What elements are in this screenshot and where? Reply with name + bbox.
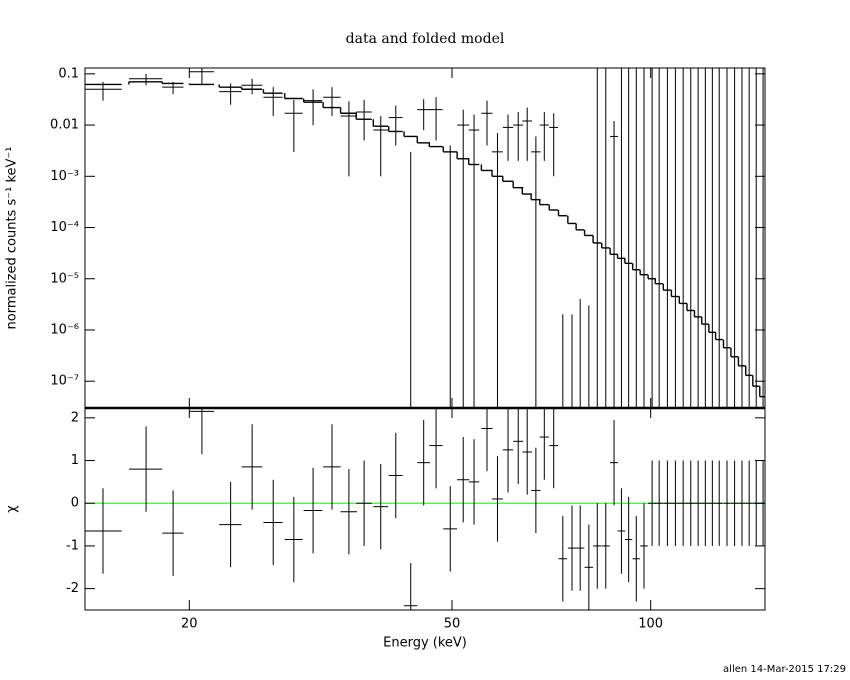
footer: allen 14-Mar-2015 17:29: [723, 664, 846, 675]
y-tick-label: 10⁻³: [50, 169, 79, 184]
plot-area: [85, 68, 765, 408]
y-tick-label: 10⁻⁶: [50, 322, 79, 337]
x-tick-label: 100: [638, 617, 663, 632]
y-tick-label: -1: [66, 538, 79, 553]
x-axis-label: Energy (keV): [383, 636, 467, 651]
y-tick-label: 2: [71, 410, 79, 425]
y-tick-label: 0: [71, 496, 79, 511]
y-tick-label: -2: [66, 581, 79, 596]
y-tick-label: 1: [71, 453, 79, 468]
y-tick-label: 10⁻⁷: [50, 374, 79, 389]
y-tick-label: 0.01: [50, 118, 79, 133]
plot-frame: [84, 67, 766, 409]
y-tick-label: 10⁻⁴: [50, 220, 79, 235]
x-tick-label: 50: [444, 617, 461, 632]
plot-frame: [84, 407, 766, 611]
plot-area: [85, 408, 765, 610]
chart-title: data and folded model: [346, 31, 505, 47]
y-axis-label: χ: [5, 505, 20, 513]
y-axis-label: normalized counts s⁻¹ keV⁻¹: [5, 147, 20, 330]
y-tick-label: 0.1: [58, 66, 79, 81]
x-tick-label: 20: [181, 617, 198, 632]
y-tick-label: 10⁻⁵: [50, 271, 79, 286]
